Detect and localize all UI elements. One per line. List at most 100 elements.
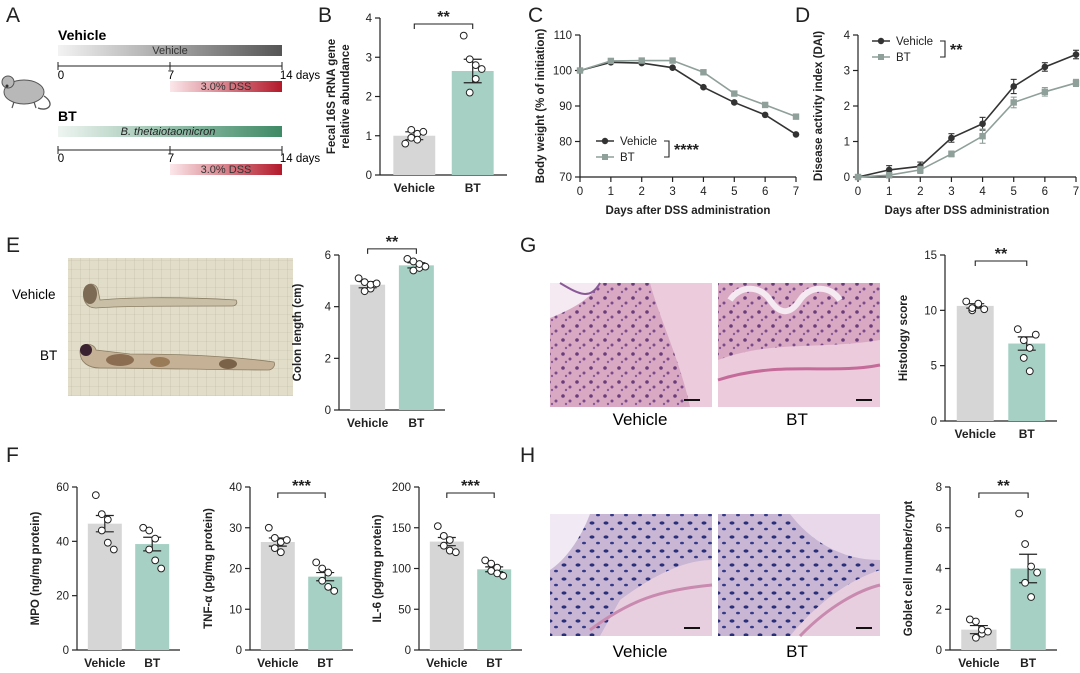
data-point <box>312 558 321 567</box>
data-point <box>264 523 273 532</box>
legend-label: Vehicle <box>896 36 933 48</box>
x-tick-label: BT <box>465 181 482 195</box>
x-tick-label: 6 <box>1042 186 1048 198</box>
y-tick-label: 3 <box>366 52 372 64</box>
bar-vehicle <box>393 135 436 175</box>
panel-letter-a: A <box>6 4 20 27</box>
y-axis-label: Histology score <box>898 295 910 381</box>
data-point <box>481 556 490 565</box>
data-point <box>1021 540 1030 548</box>
data-point <box>465 88 474 97</box>
panel-letter-d: D <box>795 4 810 27</box>
data-point <box>445 536 454 544</box>
significance-label: ** <box>997 478 1010 495</box>
pas-image-vehicle <box>550 514 713 636</box>
data-point <box>638 57 645 64</box>
data-point <box>979 120 986 128</box>
x-tick-label: BT <box>408 416 425 430</box>
x-tick-label: BT <box>1019 427 1036 441</box>
significance-label: ** <box>995 246 1008 263</box>
data-point <box>1015 509 1024 518</box>
x-tick-label: 7 <box>1073 186 1079 198</box>
significance-label: ** <box>437 9 450 26</box>
y-axis-label: IL-6 (pg/mg protein) <box>372 514 384 622</box>
data-point <box>318 576 327 585</box>
data-point <box>499 571 508 580</box>
y-tick-label: 0 <box>236 645 242 657</box>
significance-bracket <box>367 248 417 254</box>
data-point <box>1010 99 1017 106</box>
data-point <box>276 548 285 557</box>
y-tick-label: 20 <box>56 591 69 603</box>
y-tick-label: 0 <box>63 645 69 657</box>
x-tick-label: BT <box>1020 656 1037 670</box>
bar-bt <box>477 569 512 650</box>
mouse-icon <box>1 75 51 110</box>
data-point <box>409 266 418 275</box>
y-tick-label: 50 <box>398 604 411 616</box>
x-tick-label: 7 <box>793 186 799 198</box>
x-tick-label: Vehicle <box>426 656 468 670</box>
bar-vehicle <box>350 284 386 410</box>
data-point <box>974 299 983 308</box>
x-tick-label: 0 <box>577 186 583 198</box>
chart-b: 0 1 2 3 4 Vehicle BT Fecal 16S rRNA gene relativ… <box>326 9 507 195</box>
data-point <box>971 617 980 626</box>
data-point <box>968 304 977 313</box>
data-point <box>145 545 154 554</box>
x-tick-label: 3 <box>669 186 675 198</box>
y-axis-label: MPO (ng/mg protein) <box>30 511 42 625</box>
data-point <box>1072 51 1080 58</box>
x-tick-label: Vehicle <box>955 427 997 441</box>
panel-letter-h: H <box>520 444 535 467</box>
y-tick-label: 200 <box>392 482 411 494</box>
series-line-bt <box>579 59 797 118</box>
significance-label: ** <box>386 234 399 251</box>
y-tick-label: 2 <box>366 92 372 104</box>
data-point <box>372 279 381 288</box>
data-point <box>730 99 738 106</box>
vehicle-treatment-label: Vehicle <box>152 45 187 57</box>
timeline-tick-label: 0 <box>58 153 64 165</box>
significance-label: **** <box>674 142 700 159</box>
chart-d: 0 1 2 3 4 0 1 2 3 4 5 6 7 Days after DSS administrati… <box>813 30 1080 217</box>
bar-bt <box>451 70 494 175</box>
y-tick-label: 5 <box>931 361 937 373</box>
x-tick-label: BT <box>486 656 503 670</box>
y-tick-label: 6 <box>325 250 331 262</box>
data-point <box>980 305 989 314</box>
y-tick-label: 8 <box>936 482 942 494</box>
data-point <box>971 633 980 642</box>
y-tick-label: 1 <box>366 131 372 143</box>
data-point <box>419 127 428 136</box>
y-tick-label: 80 <box>559 137 572 149</box>
y-tick-label: 2 <box>844 101 850 113</box>
x-tick-label: 2 <box>639 186 645 198</box>
photo-label-bt: BT <box>40 348 57 363</box>
y-tick-label: 0 <box>325 405 331 417</box>
y-tick-label: 4 <box>366 13 373 25</box>
x-tick-label: 5 <box>1011 186 1017 198</box>
data-point <box>917 166 924 174</box>
panel-letter-f: F <box>6 444 19 467</box>
histology-image-vehicle <box>550 282 712 407</box>
legend-label: BT <box>896 52 911 64</box>
significance-bracket <box>277 492 326 498</box>
timeline-tick-label: 0 <box>58 70 64 82</box>
timeline-tick-label: 14 days <box>280 70 321 82</box>
series-line-bt <box>857 82 1077 178</box>
data-point <box>1025 344 1034 352</box>
data-point <box>700 83 707 91</box>
significance-label: *** <box>292 478 311 495</box>
y-tick-label: 100 <box>553 66 572 78</box>
data-point <box>324 582 333 591</box>
data-point <box>270 534 279 542</box>
legend-marker <box>602 154 608 160</box>
data-point <box>1031 330 1040 339</box>
panel-letter-g: G <box>520 234 536 257</box>
data-point <box>792 113 800 120</box>
significance-bracket <box>940 40 946 58</box>
y-axis-label: Colon length (cm) <box>292 283 304 381</box>
x-tick-label: 2 <box>917 186 923 198</box>
x-tick-label: 1 <box>886 186 892 198</box>
